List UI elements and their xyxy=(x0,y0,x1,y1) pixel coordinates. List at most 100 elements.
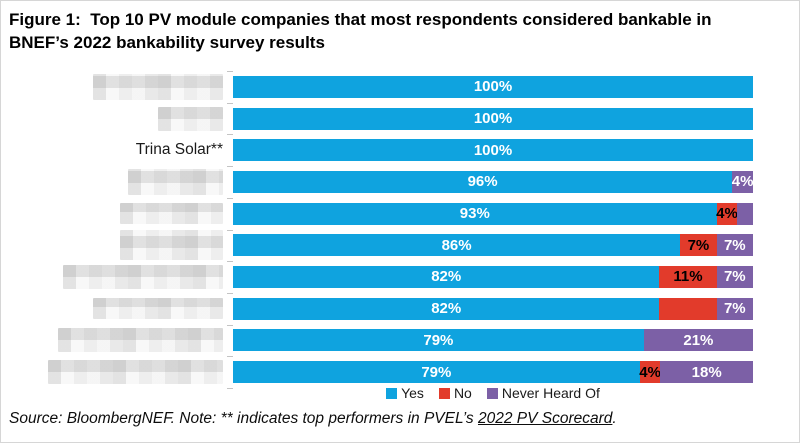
bar-row: 82% 7% xyxy=(1,293,799,325)
bar-row: 86% 7% 7% xyxy=(1,229,799,261)
source-note-suffix: . xyxy=(612,410,617,427)
bar-row: 82% 11% 7% xyxy=(1,261,799,293)
bar-segment-yes: 82% xyxy=(233,297,660,320)
bar-segment-never-heard-of: 18% xyxy=(660,361,753,384)
segment-value-label: 82% xyxy=(431,268,462,286)
bar-track: 100% xyxy=(233,139,753,162)
bar-track: 100% xyxy=(233,107,753,130)
bar-segment-never-heard-of: 7% xyxy=(716,234,754,257)
bar-row: 93% 4% xyxy=(1,198,799,230)
figure-title: Figure 1: Top 10 PV module companies tha… xyxy=(9,8,793,54)
redacted-category-label xyxy=(93,73,223,100)
axis-tick xyxy=(227,261,233,263)
bar-track: 86% 7% 7% xyxy=(233,234,754,257)
legend-swatch-icon xyxy=(486,387,498,399)
legend-label: No xyxy=(453,385,472,401)
bar-track: 96% 4% xyxy=(233,170,754,193)
axis-tick xyxy=(227,324,233,326)
redacted-category-label xyxy=(158,106,223,131)
axis-tick xyxy=(227,71,233,72)
segment-value-label: 100% xyxy=(473,78,513,96)
bar-segment-no: 11% xyxy=(659,265,717,288)
segment-value-label: 4% xyxy=(731,173,754,191)
bar-rows: 100% 100% Trina Solar** 100% 96% 4% 93% 4% 86% 7%… xyxy=(1,71,799,388)
category-label: Trina Solar** xyxy=(135,141,223,159)
bar-track: 82% 11% 7% xyxy=(233,265,754,288)
bar-track: 79% 21% xyxy=(233,329,753,352)
bar-segment-no: 7% xyxy=(680,234,717,257)
bar-row: 96% 4% xyxy=(1,166,799,198)
redacted-category-label xyxy=(120,203,223,225)
bar-segment-no xyxy=(659,297,717,320)
bar-row: 79% 21% xyxy=(1,325,799,357)
scorecard-link[interactable]: 2022 PV Scorecard xyxy=(477,410,613,427)
axis-tick xyxy=(227,356,233,358)
bar-segment-yes: 96% xyxy=(233,170,733,193)
segment-value-label: 4% xyxy=(716,205,738,223)
segment-value-label: 18% xyxy=(691,363,722,381)
axis-tick xyxy=(227,197,233,199)
bar-segment-never-heard-of xyxy=(737,202,753,225)
segment-value-label: 86% xyxy=(441,236,472,254)
figure-title-line1: Figure 1: Top 10 PV module companies tha… xyxy=(9,10,712,29)
bar-segment-no: 4% xyxy=(716,202,738,225)
segment-value-label: 82% xyxy=(431,300,462,318)
legend-swatch-icon xyxy=(438,387,450,399)
bar-track: 82% 7% xyxy=(233,297,754,320)
bar-segment-yes: 79% xyxy=(233,329,644,352)
segment-value-label: 96% xyxy=(467,173,498,191)
figure-title-line2: BNEF’s 2022 bankability survey results xyxy=(9,33,325,52)
bar-track: 100% xyxy=(233,75,753,98)
redacted-category-label xyxy=(58,328,223,353)
segment-value-label: 7% xyxy=(723,236,746,254)
bar-segment-never-heard-of: 4% xyxy=(731,170,754,193)
legend-item-no: No xyxy=(438,385,472,401)
axis-tick xyxy=(227,388,233,389)
bar-row: Trina Solar** 100% xyxy=(1,134,799,166)
bar-segment-never-heard-of: 7% xyxy=(716,265,754,288)
bar-segment-yes: 100% xyxy=(233,75,753,98)
bar-segment-yes: 100% xyxy=(233,107,753,130)
legend-swatch-icon xyxy=(386,387,398,399)
segment-value-label: 7% xyxy=(687,236,710,254)
source-note-text: Source: BloombergNEF. Note: ** indicates… xyxy=(9,410,478,427)
bar-segment-yes: 93% xyxy=(233,202,717,225)
bar-segment-never-heard-of: 7% xyxy=(716,297,754,320)
bar-segment-yes: 86% xyxy=(233,234,681,257)
axis-tick xyxy=(227,292,233,294)
legend-item-yes: Yes xyxy=(386,385,424,401)
bar-segment-yes: 100% xyxy=(233,139,753,162)
redacted-category-label xyxy=(120,230,223,261)
segment-value-label: 93% xyxy=(459,205,490,223)
legend-label: Yes xyxy=(401,385,424,401)
axis-tick xyxy=(227,166,233,168)
redacted-category-label xyxy=(93,298,223,320)
legend-item-never-heard-of: Never Heard Of xyxy=(486,385,600,401)
segment-value-label: 21% xyxy=(683,331,714,349)
bar-track: 93% 4% xyxy=(233,202,753,225)
redacted-category-label xyxy=(128,168,223,195)
chart-legend: Yes No Never Heard Of xyxy=(233,384,753,402)
segment-value-label: 7% xyxy=(723,268,746,286)
bar-segment-never-heard-of: 21% xyxy=(643,329,753,352)
segment-value-label: 79% xyxy=(421,363,452,381)
redacted-category-label xyxy=(48,360,223,385)
segment-value-label: 4% xyxy=(639,363,661,381)
bar-segment-yes: 79% xyxy=(233,361,640,384)
legend-label: Never Heard Of xyxy=(501,385,600,401)
axis-tick xyxy=(227,134,233,136)
redacted-category-label xyxy=(63,264,223,289)
bar-track: 79% 4% 18% xyxy=(233,361,753,384)
axis-tick xyxy=(227,102,233,104)
axis-tick xyxy=(227,229,233,231)
segment-value-label: 11% xyxy=(673,268,703,286)
segment-value-label: 7% xyxy=(723,300,746,318)
segment-value-label: 100% xyxy=(473,110,513,128)
bar-segment-no: 4% xyxy=(639,361,661,384)
bar-segment-yes: 82% xyxy=(233,265,660,288)
segment-value-label: 100% xyxy=(473,141,513,159)
bar-row: 100% xyxy=(1,71,799,103)
bar-row: 100% xyxy=(1,103,799,135)
segment-value-label: 79% xyxy=(423,331,454,349)
